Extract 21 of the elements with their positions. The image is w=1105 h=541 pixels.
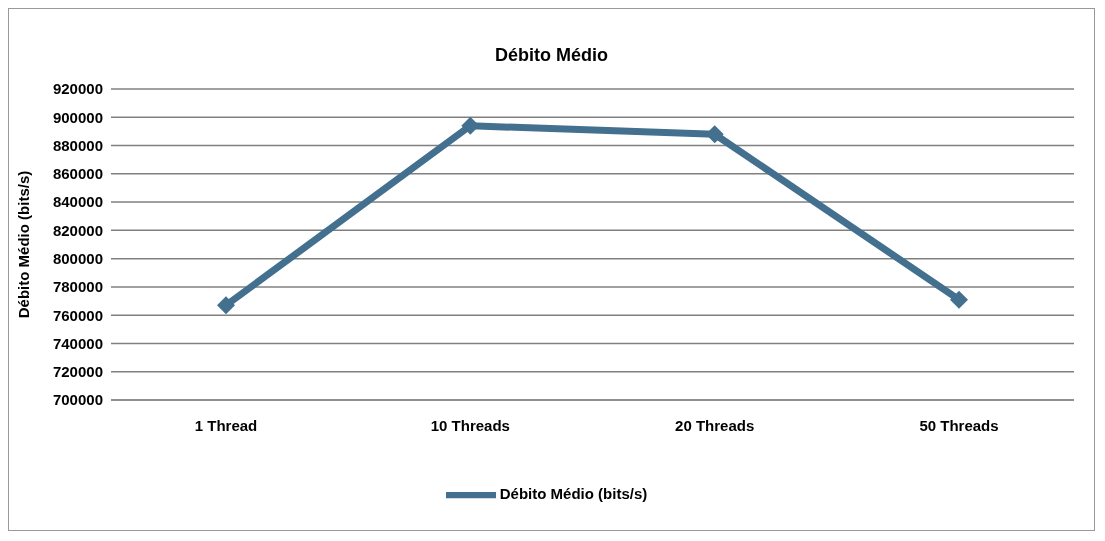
legend-label: Débito Médio (bits/s) xyxy=(499,484,648,502)
x-tick-label: 20 Threads xyxy=(675,416,755,434)
x-tick-label: 50 Threads xyxy=(919,416,999,434)
y-tick-label: 840000 xyxy=(52,193,103,211)
y-tick-label: 700000 xyxy=(52,391,103,409)
x-tick-label: 1 Thread xyxy=(194,416,258,434)
chart-title: Débito Médio xyxy=(494,45,609,66)
y-tick-label: 920000 xyxy=(52,80,103,98)
y-axis-title: Débito Médio (bits/s) xyxy=(15,170,33,319)
y-tick-label: 780000 xyxy=(52,278,103,296)
y-tick-label: 800000 xyxy=(52,249,103,267)
point xyxy=(950,290,968,309)
point xyxy=(217,296,235,315)
y-tick-label: 880000 xyxy=(52,136,103,154)
y-tick-label: 900000 xyxy=(52,108,103,126)
x-tick-label: 10 Threads xyxy=(430,416,510,434)
y-tick-label: 860000 xyxy=(52,165,103,183)
y-tick-label: 760000 xyxy=(52,306,103,324)
y-tick-label: 740000 xyxy=(52,334,103,352)
y-tick-label: 820000 xyxy=(52,221,103,239)
y-tick-label: 720000 xyxy=(52,363,103,381)
